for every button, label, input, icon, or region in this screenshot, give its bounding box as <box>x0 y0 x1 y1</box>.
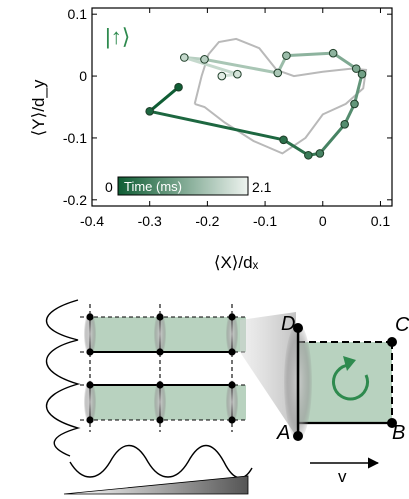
y-tick-label: -0.1 <box>63 130 87 146</box>
plot-frame <box>91 7 393 207</box>
data-point <box>328 48 338 58</box>
data-point <box>351 64 361 73</box>
colorbar-max-label: 2.1 <box>252 179 272 195</box>
data-point <box>200 55 209 64</box>
plaquette <box>160 317 232 352</box>
colorbar: 0 Time (ms) 2.1 <box>105 176 272 196</box>
plaquette <box>90 385 160 420</box>
corner-node-c <box>387 337 397 347</box>
series-segment <box>318 122 347 155</box>
corner-node-d <box>293 323 303 333</box>
plaquette <box>160 385 232 420</box>
data-point <box>340 120 349 129</box>
theory-curve-line <box>193 37 368 155</box>
plaquette <box>90 317 160 352</box>
data-point <box>304 150 313 160</box>
axis-ticks: -0.4 -0.3 -0.2 -0.1 0 0.1 0.1 0 -0.1 -0.2 <box>63 6 392 229</box>
series-segment <box>282 138 310 157</box>
data-point <box>233 69 242 79</box>
corner-node-a <box>293 431 303 441</box>
data-point <box>357 69 367 79</box>
series-segment <box>284 51 335 58</box>
x-axis-label: ⟨X⟩/dₓ <box>214 253 259 272</box>
circulation-arrow-icon <box>332 363 369 401</box>
corner-label-b: B <box>392 422 405 444</box>
data-point <box>145 107 154 116</box>
y-tick-label: -0.2 <box>63 192 87 208</box>
x-tick-label: 0.1 <box>371 213 391 229</box>
data-point <box>279 135 288 145</box>
corner-label-a: A <box>276 422 290 444</box>
potential-ramp <box>63 475 249 495</box>
y-axis-label: ⟨Y⟩/d_y <box>29 79 48 136</box>
series-segment <box>331 51 358 71</box>
y-tick-label: 0 <box>79 68 87 84</box>
corner-label-c: C <box>395 314 409 336</box>
zoom-wedge <box>240 312 296 436</box>
colorbar-gradient <box>117 176 249 196</box>
corner-label-d: D <box>281 313 295 335</box>
trajectory-plot: -0.4 -0.3 -0.2 -0.1 0 0.1 0.1 0 -0.1 -0.2 |↑⟩ 0 T… <box>29 6 393 272</box>
horizontal-wave <box>69 444 253 479</box>
x-tick-label: 0 <box>319 213 327 229</box>
colorbar-label: Time (ms) <box>124 179 182 194</box>
colorbar-min-label: 0 <box>105 179 113 195</box>
data-point <box>180 53 189 62</box>
x-tick-label: -0.3 <box>138 213 162 229</box>
data-point <box>350 99 359 109</box>
series-segment <box>353 72 364 106</box>
data-point <box>217 71 227 81</box>
data-point <box>174 82 183 92</box>
state-label: |↑⟩ <box>105 24 130 49</box>
data-point <box>273 68 283 78</box>
x-tick-label: -0.4 <box>80 213 104 229</box>
x-tick-label: -0.2 <box>195 213 219 229</box>
corner-node-b <box>387 418 397 428</box>
data-point <box>315 149 325 158</box>
series-segment <box>182 56 239 76</box>
series-segment <box>148 109 286 142</box>
velocity-label: v <box>338 467 347 486</box>
y-tick-label: 0.1 <box>68 6 88 22</box>
x-tick-label: -0.1 <box>253 213 277 229</box>
data-series <box>145 48 367 160</box>
double-well-ellipses <box>84 312 238 424</box>
data-point <box>282 51 291 60</box>
zoomed-plaquette <box>284 323 397 441</box>
circulation-arrowhead-icon <box>343 356 356 371</box>
lattice-diagram: D C A B v <box>46 299 409 495</box>
series-segment <box>203 57 280 75</box>
series-segment <box>148 85 181 113</box>
vertical-wave <box>46 299 81 457</box>
lattice-nodes <box>86 313 236 424</box>
theory-curve <box>193 37 368 155</box>
